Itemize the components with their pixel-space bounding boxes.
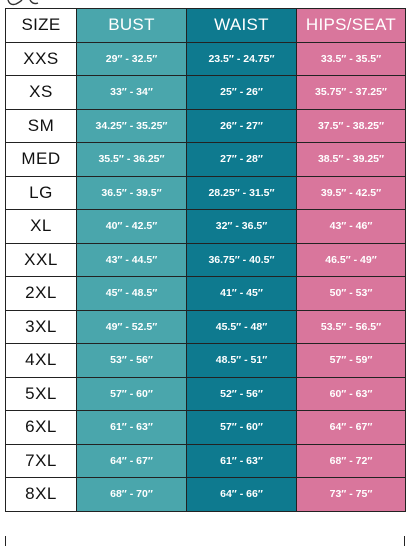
hips-cell: 35.75″ - 37.25″: [296, 75, 406, 110]
hips-cell: 57″ - 59″: [296, 343, 406, 378]
table-row: 4XL 53″ - 56″ 48.5″ - 51″ 57″ - 59″: [5, 343, 406, 378]
bust-cell: 57″ - 60″: [76, 376, 187, 411]
size-cell: 5XL: [5, 376, 77, 411]
waist-cell: 36.75″ - 40.5″: [186, 242, 297, 277]
hips-seat-column-header: HIPS/SEAT: [296, 8, 406, 43]
size-cell: MED: [5, 142, 77, 177]
hips-cell: 53.5″ - 56.5″: [296, 309, 406, 344]
cropped-heading-fragment: [0, 0, 414, 8]
table-row: 2XL 45″ - 48.5″ 41″ - 45″ 50″ - 53″: [5, 276, 406, 311]
waist-cell: 61″ - 63″: [186, 443, 297, 478]
bust-cell: 35.5″ - 36.25″: [76, 142, 187, 177]
table-row: SM 34.25″ - 35.25″ 26″ - 27″ 37.5″ - 38.…: [5, 108, 406, 143]
size-cell: XXL: [5, 242, 77, 277]
table-row: LG 36.5″ - 39.5″ 28.25″ - 31.5″ 39.5″ - …: [5, 175, 406, 210]
bust-cell: 33″ - 34″: [76, 75, 187, 110]
table-row: 3XL 49″ - 52.5″ 45.5″ - 48″ 53.5″ - 56.5…: [5, 309, 406, 344]
size-cell: 2XL: [5, 276, 77, 311]
table-row: MED 35.5″ - 36.25″ 27″ - 28″ 38.5″ - 39.…: [5, 142, 406, 177]
table-row: XXS 29″ - 32.5″ 23.5″ - 24.75″ 33.5″ - 3…: [5, 41, 406, 76]
waist-cell: 45.5″ - 48″: [186, 309, 297, 344]
size-cell: 7XL: [5, 443, 77, 478]
waist-column-header: WAIST: [186, 8, 297, 43]
table-row: 7XL 64″ - 67″ 61″ - 63″ 68″ - 72″: [5, 443, 406, 478]
size-cell: XL: [5, 209, 77, 244]
table-row: XS 33″ - 34″ 25″ - 26″ 35.75″ - 37.25″: [5, 75, 406, 110]
bust-cell: 45″ - 48.5″: [76, 276, 187, 311]
waist-cell: 64″ - 66″: [186, 477, 297, 512]
table-row: 6XL 61″ - 63″ 57″ - 60″ 64″ - 67″: [5, 410, 406, 445]
bust-cell: 64″ - 67″: [76, 443, 187, 478]
hips-cell: 38.5″ - 39.25″: [296, 142, 406, 177]
waist-cell: 32″ - 36.5″: [186, 209, 297, 244]
waist-cell: 26″ - 27″: [186, 108, 297, 143]
bust-cell: 68″ - 70″: [76, 477, 187, 512]
waist-cell: 27″ - 28″: [186, 142, 297, 177]
bust-cell: 61″ - 63″: [76, 410, 187, 445]
size-cell: LG: [5, 175, 77, 210]
size-cell: 3XL: [5, 309, 77, 344]
waist-cell: 41″ - 45″: [186, 276, 297, 311]
hips-cell: 33.5″ - 35.5″: [296, 41, 406, 76]
hips-cell: 39.5″ - 42.5″: [296, 175, 406, 210]
size-cell: XS: [5, 75, 77, 110]
hips-cell: 46.5″ - 49″: [296, 242, 406, 277]
hips-cell: 64″ - 67″: [296, 410, 406, 445]
hips-cell: 37.5″ - 38.25″: [296, 108, 406, 143]
table-row: 5XL 57″ - 60″ 52″ - 56″ 60″ - 63″: [5, 376, 406, 411]
bust-cell: 53″ - 56″: [76, 343, 187, 378]
waist-cell: 57″ - 60″: [186, 410, 297, 445]
waist-cell: 28.25″ - 31.5″: [186, 175, 297, 210]
hips-cell: 73″ - 75″: [296, 477, 406, 512]
table-row: 8XL 68″ - 70″ 64″ - 66″ 73″ - 75″: [5, 477, 406, 512]
hips-cell: 43″ - 46″: [296, 209, 406, 244]
hips-cell: 50″ - 53″: [296, 276, 406, 311]
waist-cell: 23.5″ - 24.75″: [186, 41, 297, 76]
header-row: SIZE BUST WAIST HIPS/SEAT: [5, 8, 406, 43]
size-cell: SM: [5, 108, 77, 143]
bust-cell: 43″ - 44.5″: [76, 242, 187, 277]
size-column-header: SIZE: [5, 8, 77, 43]
hips-cell: 60″ - 63″: [296, 376, 406, 411]
size-cell: XXS: [5, 41, 77, 76]
waist-cell: 48.5″ - 51″: [186, 343, 297, 378]
table-row: XL 40″ - 42.5″ 32″ - 36.5″ 43″ - 46″: [5, 209, 406, 244]
table-bottom-edge: [5, 536, 405, 546]
bust-cell: 36.5″ - 39.5″: [76, 175, 187, 210]
bust-cell: 34.25″ - 35.25″: [76, 108, 187, 143]
size-cell: 8XL: [5, 477, 77, 512]
size-chart-table: SIZE BUST WAIST HIPS/SEAT XXS 29″ - 32.5…: [5, 8, 406, 512]
table-row: XXL 43″ - 44.5″ 36.75″ - 40.5″ 46.5″ - 4…: [5, 242, 406, 277]
waist-cell: 52″ - 56″: [186, 376, 297, 411]
bust-cell: 49″ - 52.5″: [76, 309, 187, 344]
hips-cell: 68″ - 72″: [296, 443, 406, 478]
size-cell: 6XL: [5, 410, 77, 445]
waist-cell: 25″ - 26″: [186, 75, 297, 110]
bust-cell: 40″ - 42.5″: [76, 209, 187, 244]
bust-cell: 29″ - 32.5″: [76, 41, 187, 76]
size-cell: 4XL: [5, 343, 77, 378]
bust-column-header: BUST: [76, 8, 187, 43]
